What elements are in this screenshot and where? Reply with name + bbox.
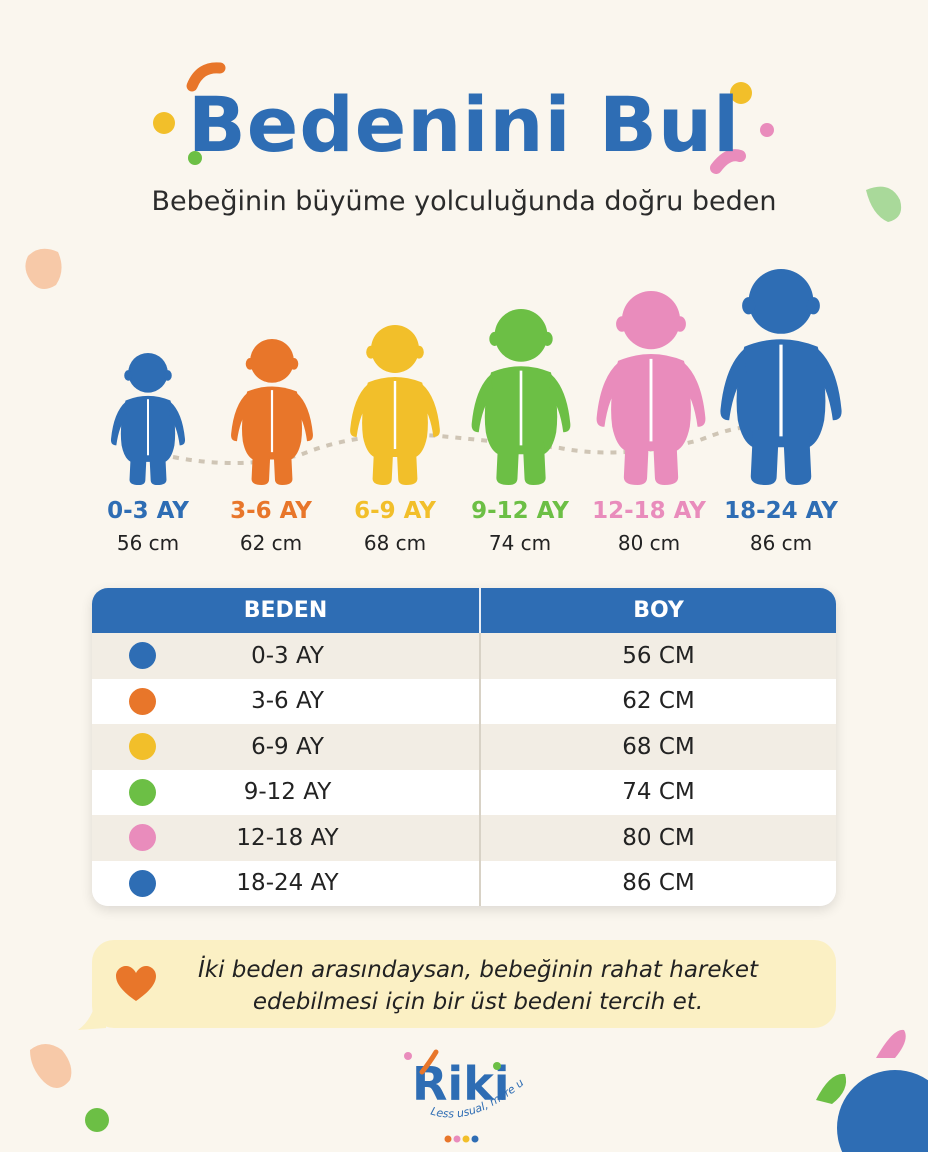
color-dot-icon <box>129 824 156 852</box>
table-row: 0-3 AY 56 CM <box>92 633 836 679</box>
column-header-size: BEDEN <box>92 588 481 633</box>
table-row: 9-12 AY 74 CM <box>92 769 836 815</box>
table-row: 3-6 AY 62 CM <box>92 678 836 724</box>
color-dot-icon <box>129 733 156 761</box>
baby-height: 56 cm <box>116 531 180 555</box>
size-table: BEDEN BOY 0-3 AY 56 CM 3-6 AY 62 CM 6-9 … <box>92 588 836 906</box>
height-cell: 62 CM <box>622 688 695 715</box>
table-body: 0-3 AY 56 CM 3-6 AY 62 CM 6-9 AY 68 CM 9… <box>92 633 836 906</box>
color-dot-icon <box>129 687 156 715</box>
height-cell: 74 CM <box>622 779 695 806</box>
page-subtitle: Bebeğinin büyüme yolculuğunda doğru bede… <box>151 186 777 217</box>
baby-height: 62 cm <box>239 531 303 555</box>
baby-label: 6-9 AY <box>354 498 436 524</box>
size-cell: 18-24 AY <box>236 870 339 897</box>
size-cell: 9-12 AY <box>243 779 332 806</box>
baby-silhouette-icon <box>596 291 706 485</box>
baby-label: 9-12 AY <box>471 498 569 524</box>
table-row: 18-24 AY 86 CM <box>92 860 836 906</box>
tip-line: edebilmesi için bir üst bedeni tercih et… <box>252 989 704 1015</box>
tip-text: İki beden arasındaysan, bebeğinin rahat … <box>120 954 836 1018</box>
color-dot-icon <box>129 869 156 897</box>
table-row: 12-18 AY 80 CM <box>92 815 836 861</box>
baby-silhouette-icon <box>110 353 186 485</box>
baby-label: 0-3 AY <box>107 498 189 524</box>
table-row: 6-9 AY 68 CM <box>92 724 836 770</box>
column-header-height: BOY <box>633 598 684 623</box>
size-cell: 12-18 AY <box>236 824 339 851</box>
tip-note <box>92 940 836 1028</box>
tip-line: İki beden arasındaysan, bebeğinin rahat … <box>197 957 759 983</box>
height-cell: 68 CM <box>622 733 695 760</box>
color-dot-icon <box>129 642 156 670</box>
color-dot-icon <box>129 778 156 806</box>
height-cell: 56 CM <box>622 642 695 669</box>
size-cell: 3-6 AY <box>251 688 324 715</box>
baby-silhouette-icon <box>720 269 842 485</box>
baby-silhouette-icon <box>350 325 440 485</box>
baby-figures <box>110 269 842 485</box>
baby-height: 68 cm <box>363 531 427 555</box>
baby-height: 80 cm <box>617 531 681 555</box>
baby-height: 74 cm <box>488 531 552 555</box>
baby-label: 12-18 AY <box>592 498 706 524</box>
riki-logo: Riki Less usual, more us <box>400 1042 526 1143</box>
heart-icon <box>116 966 156 1001</box>
baby-size-row: 0-3 AY 56 cm 3-6 AY 62 cm 6-9 AY 68 cm 9… <box>0 240 928 570</box>
height-cell: 80 CM <box>622 824 695 851</box>
size-cell: 0-3 AY <box>251 642 324 669</box>
baby-label: 3-6 AY <box>230 498 312 524</box>
table-header: BEDEN BOY <box>92 588 836 633</box>
baby-height: 86 cm <box>749 531 813 555</box>
page-title: Bedenini Bul <box>187 80 741 169</box>
height-cell: 86 CM <box>622 870 695 897</box>
baby-silhouette-icon <box>471 309 571 485</box>
baby-label: 18-24 AY <box>724 498 838 524</box>
size-cell: 6-9 AY <box>251 733 324 760</box>
baby-silhouette-icon <box>231 339 313 485</box>
